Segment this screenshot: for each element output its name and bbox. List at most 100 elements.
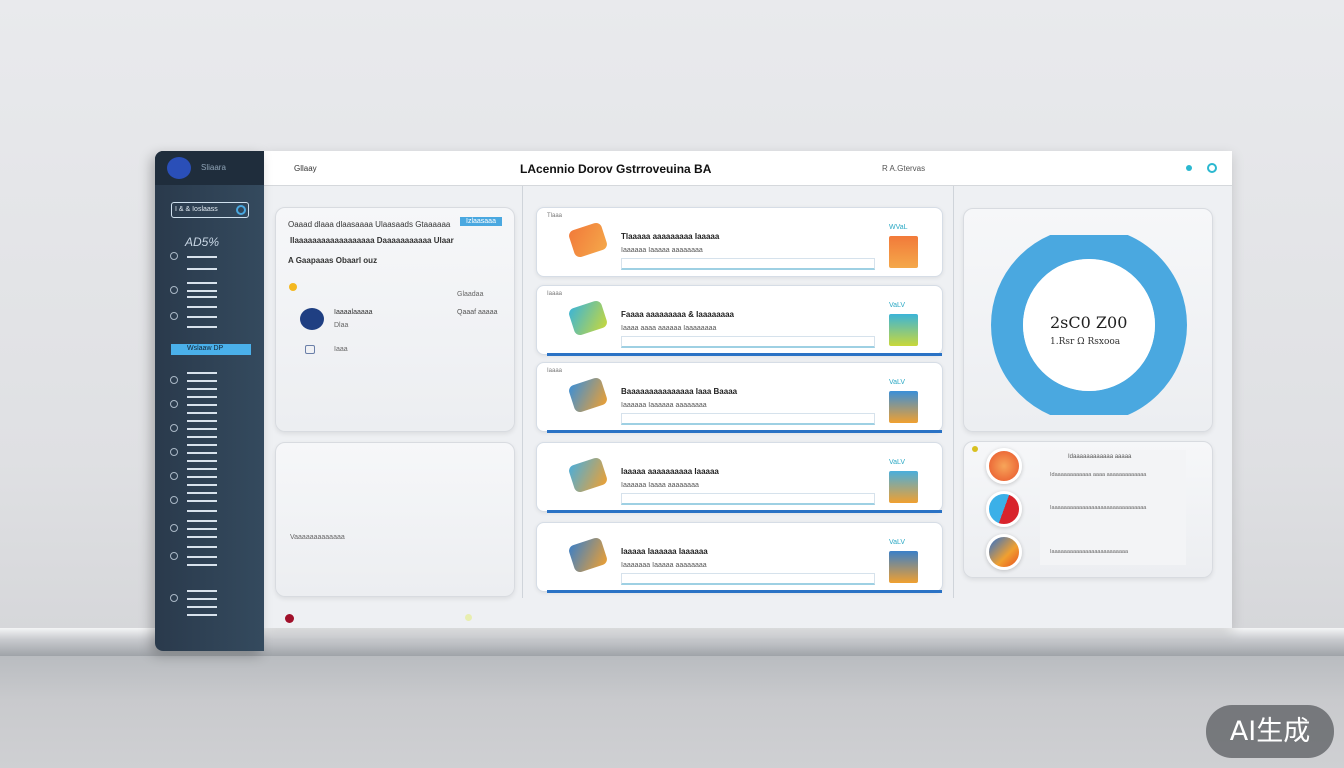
sidebar-nav-item[interactable] bbox=[187, 556, 217, 558]
yellow-dot-icon bbox=[465, 614, 472, 621]
item-progress bbox=[621, 258, 875, 270]
header-left-label[interactable]: Gllaay bbox=[294, 164, 317, 173]
tag-label: VaLV bbox=[889, 459, 906, 466]
tag-label: VaLV bbox=[889, 379, 906, 386]
donut-value: 2sC0 Z00 bbox=[1050, 313, 1128, 332]
item-label: Tlaaa bbox=[547, 213, 563, 219]
sidebar-nav-item[interactable] bbox=[187, 564, 217, 566]
sidebar-nav-item[interactable] bbox=[187, 590, 217, 592]
list-item[interactable]: Iaaaaaaaaaaaaaaaaaaaaaaaaaaaaaaa bbox=[1050, 505, 1147, 511]
row-text: Iaaa bbox=[334, 346, 348, 353]
sidebar-nav-item[interactable] bbox=[187, 436, 217, 438]
item-title: Iaaaaa Iaaaaaa Iaaaaaa bbox=[621, 547, 708, 556]
product-icon bbox=[567, 299, 609, 337]
list-card[interactable]: Iaaaa Baaaaaaaaaaaaaaa Iaaa Baaaa Iaaaaa… bbox=[536, 362, 943, 433]
item-underline bbox=[547, 353, 942, 356]
logo-shield-icon bbox=[167, 157, 191, 179]
row-text: Iaaaalaaaaa bbox=[334, 309, 373, 316]
item-subtitle: Iaaaa aaaa aaaaaa Iaaaaaaaa bbox=[621, 325, 717, 332]
orange-badge-icon[interactable] bbox=[986, 448, 1022, 484]
sidebar-nav-item[interactable] bbox=[187, 404, 217, 406]
tag-swatch bbox=[889, 391, 918, 423]
item-progress bbox=[621, 336, 875, 348]
card-badge[interactable]: Izlaasaaa bbox=[460, 217, 502, 226]
sidebar-nav-item[interactable] bbox=[187, 444, 217, 446]
sidebar-nav-item[interactable] bbox=[187, 290, 217, 292]
tag-swatch bbox=[889, 236, 918, 268]
nav-icon bbox=[170, 286, 178, 294]
status-dot-icon[interactable] bbox=[1186, 165, 1192, 171]
sidebar-nav-item[interactable] bbox=[187, 606, 217, 608]
sidebar-nav-item[interactable] bbox=[187, 412, 217, 414]
sidebar-nav-item[interactable] bbox=[187, 468, 217, 470]
nav-icon bbox=[170, 524, 178, 532]
sidebar-nav-item[interactable] bbox=[187, 484, 217, 486]
nav-icon bbox=[170, 400, 178, 408]
nav-icon bbox=[170, 448, 178, 456]
notes-card: Vaaaaaaaaaaaaa bbox=[275, 442, 515, 597]
sidebar-nav-item[interactable] bbox=[187, 536, 217, 538]
list-card[interactable]: Iaaaa Faaaa aaaaaaaaa & Iaaaaaaaa Iaaaa … bbox=[536, 285, 943, 356]
list-card[interactable]: Tlaaa Tlaaaaa aaaaaaaaa Iaaaaa Iaaaaaa I… bbox=[536, 207, 943, 277]
summary-card: Oaaad dlaaa dlaasaaaa Ulaasaads Gtaaaaaa… bbox=[275, 207, 515, 432]
sidebar-nav-item[interactable] bbox=[187, 452, 217, 454]
nav-icon bbox=[170, 424, 178, 432]
sidebar-nav-item[interactable] bbox=[187, 528, 217, 530]
sidebar-nav-item[interactable] bbox=[187, 268, 217, 270]
product-icon bbox=[567, 376, 609, 414]
sidebar-nav-item[interactable] bbox=[187, 510, 217, 512]
gradient-badge-icon[interactable] bbox=[986, 534, 1022, 570]
nav-icon bbox=[170, 252, 178, 260]
sidebar-nav-item[interactable] bbox=[187, 380, 217, 382]
divider bbox=[953, 186, 954, 598]
item-subtitle: Iaaaaaa Iaaaaaa aaaaaaaa bbox=[621, 402, 707, 409]
item-underline bbox=[547, 430, 942, 433]
sidebar-nav-item[interactable] bbox=[187, 282, 217, 284]
list-item[interactable]: Idaaaaaaaaaaaa aaaa aaaaaaaaaaaaa bbox=[1050, 472, 1147, 478]
sidebar-nav-item[interactable] bbox=[187, 428, 217, 430]
sidebar-nav-item[interactable] bbox=[187, 326, 217, 328]
sidebar-nav-item[interactable] bbox=[187, 492, 217, 494]
nav-icon bbox=[170, 376, 178, 384]
search-icon[interactable] bbox=[236, 205, 246, 215]
sidebar-nav-item[interactable] bbox=[187, 520, 217, 522]
search-input[interactable]: I & & Ioslaass bbox=[171, 202, 249, 218]
sidebar-nav-item[interactable] bbox=[187, 372, 217, 374]
donut-card: 2sC0 Z00 1.Rsr Ω Rsxooa bbox=[963, 208, 1213, 432]
sidebar-nav-item[interactable] bbox=[187, 296, 217, 298]
sidebar-nav-item[interactable] bbox=[187, 476, 217, 478]
sidebar-nav-item[interactable] bbox=[187, 388, 217, 390]
card-subtitle: Ilaaaaaaaaaaaaaaaaaa Daaaaaaaaaaa Ulaar bbox=[290, 236, 454, 245]
sidebar-nav-item[interactable] bbox=[187, 256, 217, 258]
item-progress bbox=[621, 573, 875, 585]
divider bbox=[522, 186, 523, 598]
red-dot-icon[interactable] bbox=[285, 614, 294, 623]
sidebar-nav-item[interactable] bbox=[187, 614, 217, 616]
sidebar-item-active[interactable]: Wslaaw DP bbox=[171, 344, 251, 355]
item-subtitle: Iaaaaaa Iaaaa aaaaaaaa bbox=[621, 482, 699, 489]
list-item[interactable]: Iaaaaaaaaaaaaaaaaaaaaaaaaa bbox=[1050, 549, 1128, 555]
sidebar-nav-item[interactable] bbox=[187, 396, 217, 398]
sidebar-nav-item[interactable] bbox=[187, 460, 217, 462]
item-underline bbox=[547, 590, 942, 593]
avatar[interactable] bbox=[300, 308, 324, 330]
sidebar-nav-item[interactable] bbox=[187, 306, 217, 308]
item-title: Iaaaaa aaaaaaaaaa Iaaaaa bbox=[621, 467, 719, 476]
item-subtitle: Iaaaaaa Iaaaaa aaaaaaaa bbox=[621, 247, 703, 254]
tag-label: VaLV bbox=[889, 539, 906, 546]
list-card[interactable]: Iaaaaa aaaaaaaaaa Iaaaaa Iaaaaaa Iaaaa a… bbox=[536, 442, 943, 513]
blue-red-badge-icon[interactable] bbox=[986, 491, 1022, 527]
tag-label: WVaL bbox=[889, 224, 908, 231]
sidebar-nav-item[interactable] bbox=[187, 598, 217, 600]
nav-icon bbox=[170, 312, 178, 320]
tag-label: VaLV bbox=[889, 302, 906, 309]
column-label: Glaadaa bbox=[457, 291, 484, 298]
header-status: R A.Gtervas bbox=[882, 164, 926, 173]
card-text: Oaaad dlaaa dlaasaaaa Ulaasaads Gtaaaaaa bbox=[288, 220, 451, 229]
sidebar-nav-item[interactable] bbox=[187, 316, 217, 318]
ring-icon[interactable] bbox=[1207, 163, 1217, 173]
sidebar-nav-item[interactable] bbox=[187, 420, 217, 422]
list-card[interactable]: Iaaaaa Iaaaaaa Iaaaaaa Iaaaaaaa Iaaaaa a… bbox=[536, 522, 943, 593]
sidebar-nav-item[interactable] bbox=[187, 500, 217, 502]
sidebar-nav-item[interactable] bbox=[187, 546, 217, 548]
